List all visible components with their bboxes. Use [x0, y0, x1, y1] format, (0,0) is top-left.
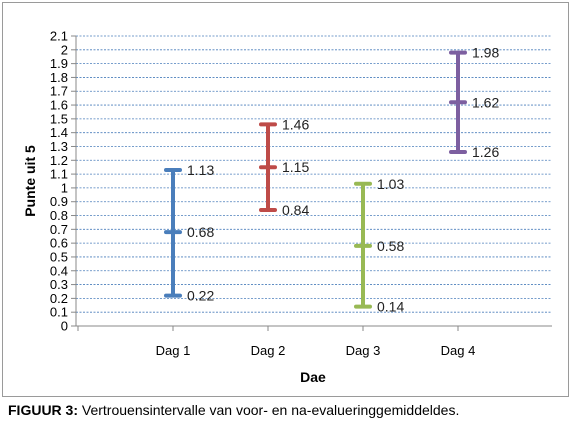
mean-label: 0.68	[187, 224, 214, 240]
y-tick-label: 1.3	[50, 139, 68, 154]
y-tick-label: 1.2	[50, 153, 68, 168]
error-bar-3: 1.03 0.58 0.14	[354, 176, 404, 315]
y-tick-label: 0.4	[50, 263, 68, 278]
y-tick-label: 0.2	[50, 291, 68, 306]
mean-label: 1.62	[472, 94, 499, 110]
y-tick-label: 1.7	[50, 84, 68, 99]
y-tick-label: 0.5	[50, 249, 68, 264]
y-tick-label: 0.3	[50, 277, 68, 292]
upper-bound-label: 1.46	[282, 116, 309, 132]
gridlines	[76, 35, 552, 313]
x-tick-label: Dag 2	[251, 343, 286, 358]
upper-bound-label: 1.98	[472, 45, 499, 61]
lower-bound-label: 1.26	[472, 144, 499, 160]
error-bar-2: 1.46 1.15 0.84	[259, 116, 309, 218]
y-tick-label: 0.9	[50, 194, 68, 209]
error-bars: 1.13 0.68 0.22 1.46 1.15 0.84 1.03 0.58 0.14 1.98…	[164, 45, 499, 315]
x-tick-label: Dag 1	[156, 343, 191, 358]
lower-bound-label: 0.84	[282, 202, 309, 218]
y-axis-title: Punte uit 5	[22, 145, 38, 217]
x-axis: Dag 1 Dag 2 Dag 3 Dag 4	[75, 36, 552, 358]
y-tick-label: 0.8	[50, 208, 68, 223]
upper-bound-label: 1.03	[377, 176, 404, 192]
error-bar-1: 1.13 0.68 0.22	[164, 162, 214, 304]
upper-bound-label: 1.13	[187, 162, 214, 178]
chart: 00.10.20.30.40.50.60.70.80.911.11.21.31.…	[22, 29, 552, 385]
y-tick-label: 0	[61, 319, 68, 334]
error-bar-4: 1.98 1.62 1.26	[449, 45, 499, 160]
caption-text: Vertrouensintervalle van voor- en na-eva…	[78, 402, 460, 418]
y-tick-label: 2	[61, 42, 68, 57]
y-tick-label: 2.1	[50, 29, 68, 44]
lower-bound-label: 0.22	[187, 288, 214, 304]
y-tick-label: 0.7	[50, 222, 68, 237]
caption-label: FIGUUR 3:	[8, 402, 78, 418]
y-tick-label: 1.6	[50, 98, 68, 113]
mean-label: 0.58	[377, 238, 404, 254]
x-tick-label: Dag 4	[441, 343, 476, 358]
y-tick-label: 0.6	[50, 236, 68, 251]
y-tick-label: 1	[61, 180, 68, 195]
x-axis-title: Dae	[300, 369, 326, 385]
y-tick-label: 1.9	[50, 56, 68, 71]
x-tick-label: Dag 3	[346, 343, 381, 358]
y-tick-label: 1.8	[50, 70, 68, 85]
lower-bound-label: 0.14	[377, 299, 404, 315]
figure-caption: FIGUUR 3: Vertrouensintervalle van voor-…	[8, 402, 459, 418]
chart-frame	[2, 2, 569, 397]
y-tick-label: 1.4	[50, 125, 68, 140]
y-axis-ticks: 00.10.20.30.40.50.60.70.80.911.11.21.31.…	[50, 29, 76, 334]
y-tick-label: 1.1	[50, 167, 68, 182]
y-tick-label: 1.5	[50, 111, 68, 126]
mean-label: 1.15	[282, 159, 309, 175]
y-tick-label: 0.1	[50, 305, 68, 320]
